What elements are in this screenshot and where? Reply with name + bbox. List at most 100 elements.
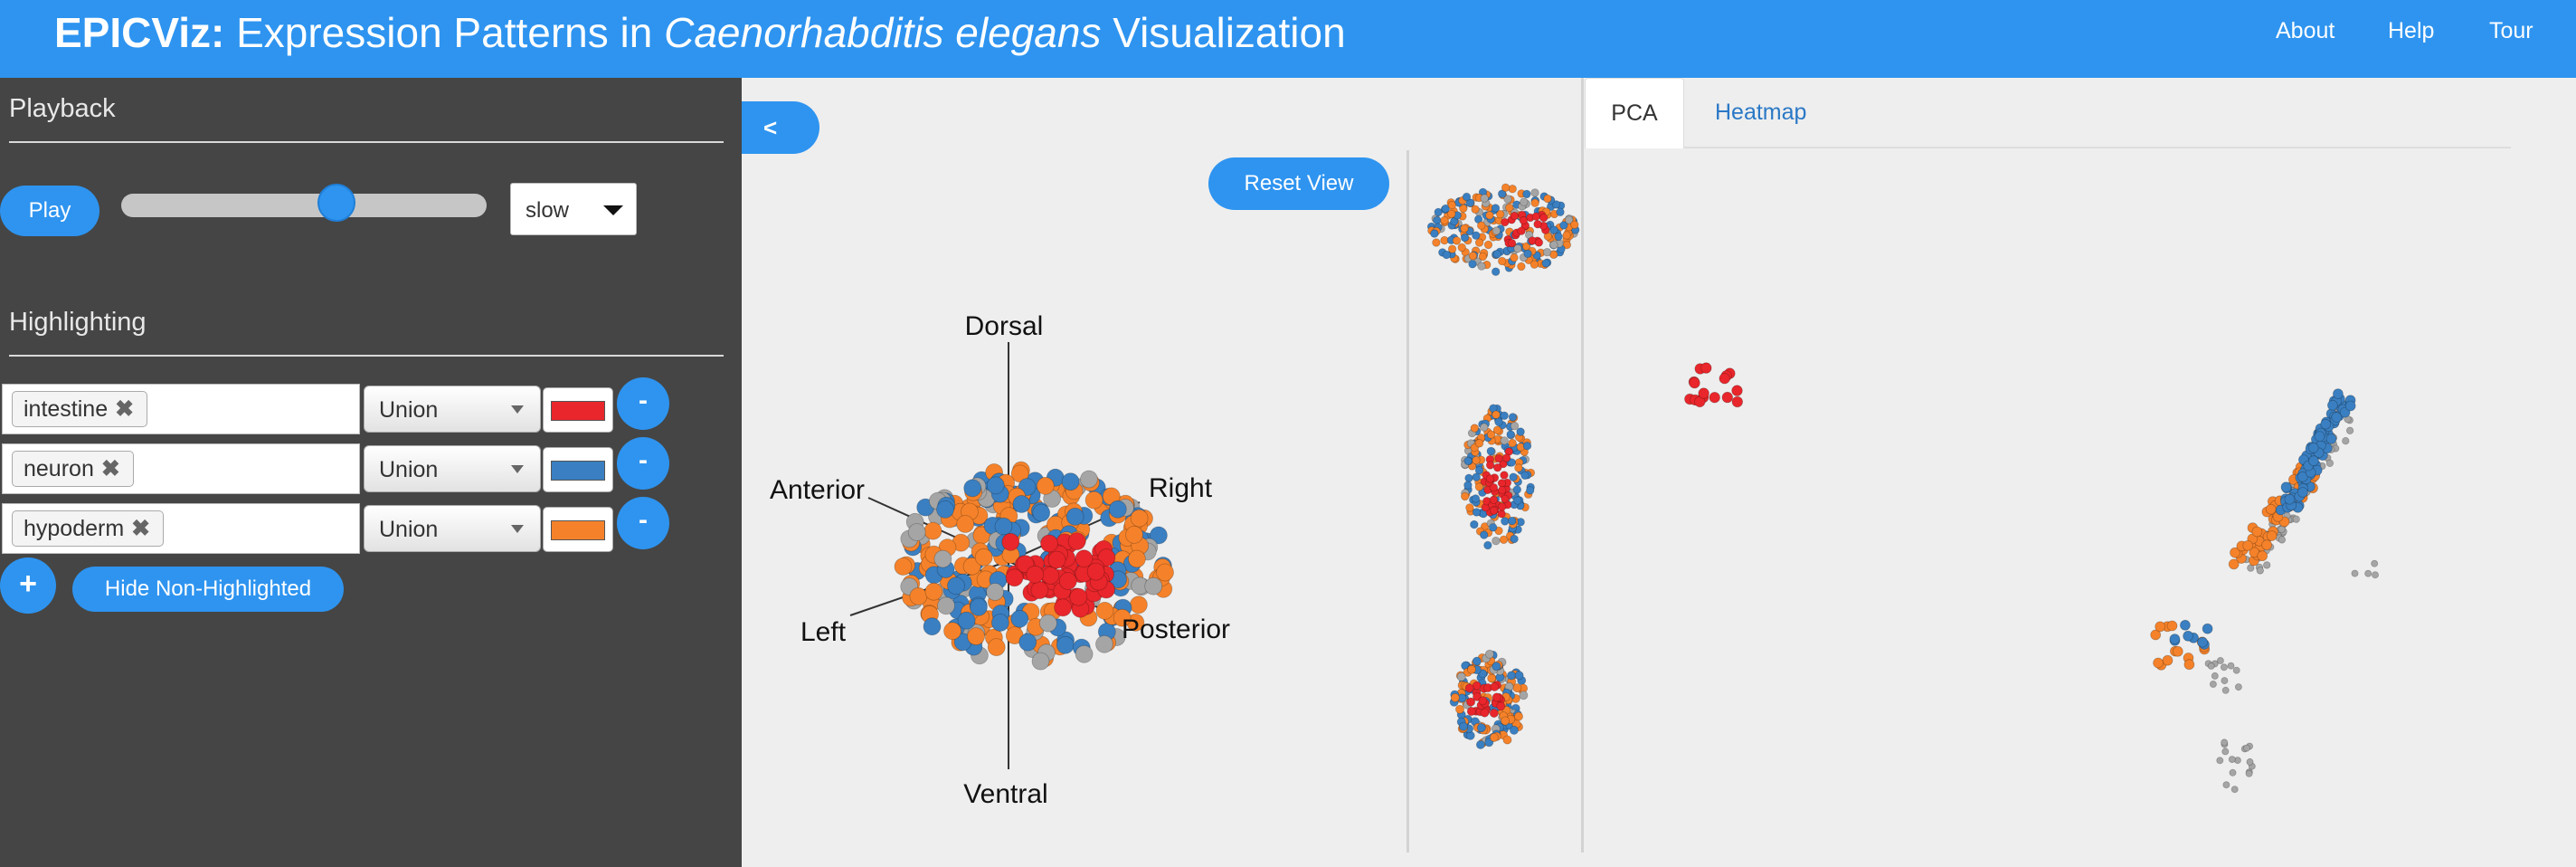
tab-pca[interactable]: PCA <box>1585 78 1684 148</box>
cell-dot <box>1503 710 1513 720</box>
cell-dot <box>1440 215 1449 225</box>
cell-dot <box>1027 617 1046 636</box>
nav-tour[interactable]: Tour <box>2489 18 2533 43</box>
cell-dot <box>1470 519 1479 529</box>
cell-dot <box>1536 248 1546 258</box>
pca-point <box>2270 514 2282 526</box>
pca-point <box>2255 552 2264 560</box>
cell-dot <box>1555 248 1565 257</box>
pca-point <box>2172 645 2183 657</box>
right-axis <box>1008 501 1141 562</box>
cell-dot <box>921 605 939 624</box>
cell-dot <box>1495 247 1505 257</box>
cell-dot <box>1458 722 1468 732</box>
cell-dot <box>1551 200 1561 209</box>
hide-non-highlighted-button[interactable]: Hide Non-Highlighted <box>72 567 344 612</box>
mode-select-3[interactable]: Union <box>364 505 541 552</box>
cell-dot <box>1512 446 1522 455</box>
cell-dot <box>972 618 990 637</box>
playback-slider-track[interactable] <box>121 194 487 217</box>
cell-dot <box>1009 542 1027 560</box>
cell-dot <box>1490 512 1500 522</box>
nav-about[interactable]: About <box>2276 18 2335 43</box>
color-picker-3[interactable] <box>543 507 613 552</box>
cell-dot <box>1118 529 1137 547</box>
cell-dot <box>1053 581 1072 600</box>
nav-help[interactable]: Help <box>2388 18 2435 43</box>
remove-row-button-2[interactable]: - <box>617 437 669 490</box>
tissue-tag-input-2[interactable]: neuron ✖ <box>2 443 360 494</box>
cell-dot <box>1519 691 1529 700</box>
color-swatch <box>551 401 605 421</box>
cell-dot <box>1441 204 1451 214</box>
pca-point <box>2230 547 2240 558</box>
cell-dot <box>1511 703 1520 713</box>
cell-dot <box>1491 204 1501 213</box>
speed-select[interactable]: slow <box>510 183 637 235</box>
tab-heatmap[interactable]: Heatmap <box>1715 100 1807 125</box>
cell-dot <box>1056 533 1074 552</box>
cell-dot <box>1565 231 1575 241</box>
tissue-tag-input-3[interactable]: hypoderm ✖ <box>2 503 360 554</box>
add-row-button[interactable]: + <box>0 557 56 614</box>
cell-dot <box>1509 243 1518 252</box>
remove-row-button-3[interactable]: - <box>617 497 669 549</box>
app-brand: EPICViz: <box>54 9 225 56</box>
cell-dot <box>1501 720 1511 730</box>
cell-dot <box>1076 596 1095 615</box>
pca-point <box>1721 391 1734 404</box>
cell-dot <box>1506 430 1515 439</box>
cell-dot <box>1504 681 1514 691</box>
tissue-tag-input-1[interactable]: intestine ✖ <box>2 384 360 434</box>
cell-dot <box>1426 222 1436 232</box>
cell-dot <box>1044 572 1063 591</box>
cell-dot <box>1492 249 1502 259</box>
cell-dot <box>1457 243 1466 252</box>
cell-dot <box>1513 243 1522 252</box>
pca-point <box>2339 406 2351 418</box>
cell-dot <box>1506 239 1515 249</box>
cell-dot <box>1046 468 1065 487</box>
cell-dot <box>1510 526 1519 535</box>
cell-dot <box>1530 188 1539 197</box>
remove-tag-icon[interactable]: ✖ <box>115 396 135 422</box>
color-picker-1[interactable] <box>543 387 613 433</box>
remove-tag-icon[interactable]: ✖ <box>100 456 120 481</box>
cell-dot <box>1138 542 1157 561</box>
tissue-tag-label: intestine <box>24 396 109 422</box>
cell-dot <box>1018 478 1037 496</box>
cell-dot <box>1130 509 1149 528</box>
cell-dot <box>1460 233 1470 243</box>
cell-dot <box>1113 550 1132 569</box>
cell-dot <box>1102 487 1121 506</box>
cell-dot <box>1005 485 1024 504</box>
collapse-sidebar-button[interactable]: < <box>742 101 819 154</box>
cell-dot <box>1446 209 1456 219</box>
app-title-suffix: Visualization <box>1101 9 1346 56</box>
remove-row-button-1[interactable]: - <box>617 377 669 430</box>
speed-select-value: slow <box>526 198 570 223</box>
cell-dot <box>1484 649 1494 659</box>
mode-select-2[interactable]: Union <box>364 445 541 492</box>
pca-point <box>2216 657 2224 665</box>
remove-tag-icon[interactable]: ✖ <box>131 516 151 541</box>
cell-dot <box>1486 446 1496 456</box>
cell-dot <box>1065 508 1084 526</box>
color-picker-2[interactable] <box>543 447 613 492</box>
mode-select-1[interactable]: Union <box>364 386 541 433</box>
cell-dot <box>1112 578 1130 597</box>
mode-select-value: Union <box>379 397 439 423</box>
pca-point <box>2209 681 2217 689</box>
pca-point <box>2305 451 2313 459</box>
cell-dot <box>947 576 965 595</box>
cell-dot <box>1522 189 1531 199</box>
cell-dot <box>1521 199 1531 208</box>
pca-point <box>2301 463 2313 475</box>
cell-dot <box>1140 538 1159 557</box>
pca-point <box>2297 482 2309 494</box>
reset-view-button[interactable]: Reset View <box>1208 157 1389 210</box>
playback-slider-thumb[interactable] <box>317 184 356 222</box>
play-button[interactable]: Play <box>0 186 99 236</box>
cell-dot <box>972 526 991 545</box>
pca-point <box>2274 495 2286 507</box>
